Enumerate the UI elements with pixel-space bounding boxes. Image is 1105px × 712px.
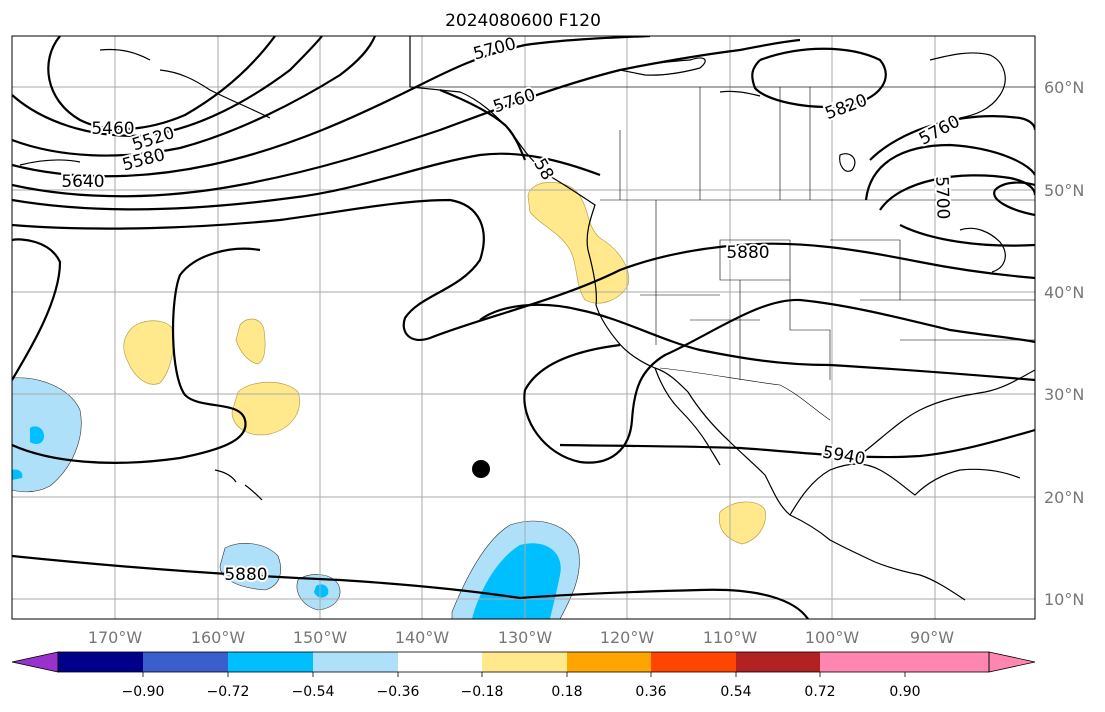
lon-label: 170°W [88,628,143,647]
contour-label: 5880 [224,565,267,585]
lat-label: 40°N [1044,283,1084,302]
lat-label: 10°N [1044,590,1084,609]
colorbar-segment [820,652,905,672]
coastlines [19,36,1035,601]
colorbar-tick-label: 0.36 [635,684,666,700]
colorbar-segment [736,652,820,672]
map-frame [11,35,1036,620]
contour-label: 5460 [91,119,134,139]
colorbar-segment [58,652,143,672]
lat-label: 60°N [1044,78,1084,97]
lat-label: 30°N [1044,385,1084,404]
longitude-labels: 170°W 160°W 150°W 140°W 130°W 120°W 110°… [88,628,954,647]
colorbar-tick-label: −0.90 [122,684,165,700]
colorbar-segment [567,652,651,672]
lat-label: 20°N [1044,488,1084,507]
height-contours [12,36,1035,619]
contour-label: 5880 [726,243,769,263]
lon-label: 100°W [805,628,860,647]
colorbar-segment [228,652,313,672]
colorbar: −0.90 −0.72 −0.54 −0.36 −0.18 0.18 0.36 … [11,651,1036,700]
colorbar-tick-label: 0.72 [804,684,835,700]
lon-label: 150°W [293,628,348,647]
lon-label: 120°W [600,628,655,647]
contour-label: 5700 [931,176,952,220]
lon-label: 90°W [910,628,954,647]
colorbar-tick-label: 0.90 [889,684,920,700]
strong-negative-anomaly-shading [12,426,561,619]
lat-label: 50°N [1044,181,1084,200]
colorbar-segment [313,652,398,672]
colorbar-segment [651,652,736,672]
colorbar-segment [482,652,567,672]
map-title: 2024080600 F120 [445,11,601,31]
colorbar-tick-label: −0.72 [207,684,250,700]
colorbar-tick-label: −0.18 [461,684,504,700]
latitude-labels: 60°N 50°N 40°N 30°N 20°N 10°N [1044,78,1084,609]
colorbar-low-extension [12,652,58,672]
storm-center-dot [472,460,490,478]
colorbar-high-extension [905,652,1035,672]
colorbar-tick-label: −0.54 [292,684,335,700]
colorbar-tick-label: 0.18 [551,684,582,700]
positive-anomaly-shading [123,181,766,545]
lon-label: 160°W [191,628,246,647]
colorbar-segment [398,652,482,672]
lon-label: 140°W [395,628,450,647]
contour-label: 5640 [61,172,104,192]
map-area [12,36,1035,619]
lon-label: 110°W [703,628,758,647]
colorbar-tick-label: −0.36 [377,684,420,700]
colorbar-tick-label: 0.54 [720,684,751,700]
lon-label: 130°W [498,628,553,647]
colorbar-segment [143,652,228,672]
